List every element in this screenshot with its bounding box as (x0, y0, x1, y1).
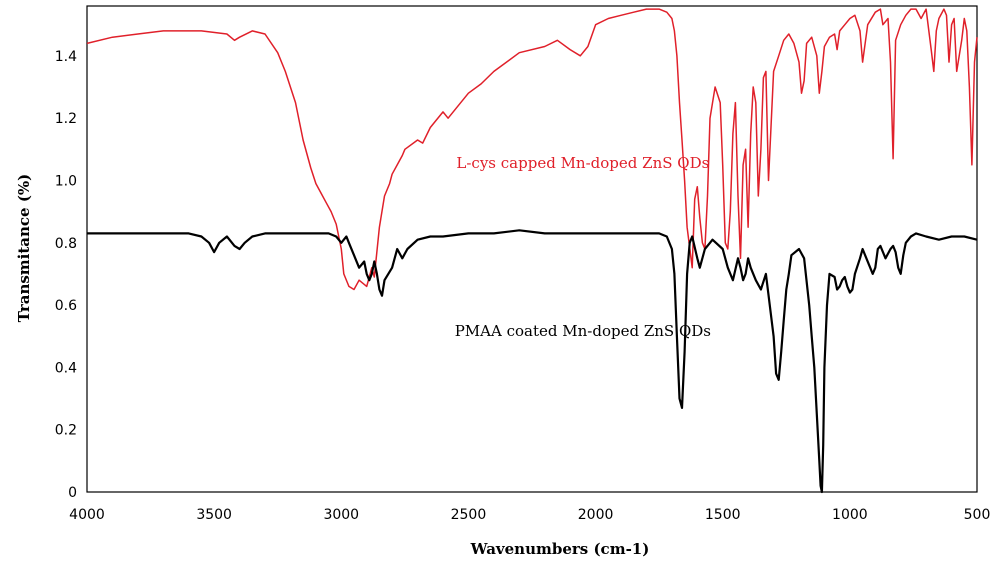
x-tick-label: 2000 (578, 507, 614, 523)
x-tick-label: 2500 (451, 507, 487, 523)
y-tick-label: 0.6 (55, 298, 77, 314)
y-tick-label: 0 (68, 485, 77, 501)
y-tick-label: 0.2 (55, 423, 77, 439)
y-tick-label: 0.8 (55, 236, 77, 252)
x-axis-label: Wavenumbers (cm-1) (470, 540, 650, 558)
y-tick-label: 1.0 (55, 173, 77, 189)
x-tick-label: 1000 (832, 507, 868, 523)
series-line-red (86, 8, 978, 291)
plot-frame (86, 5, 978, 493)
tick-group: 4000 3500 3000 2500 2000 1500 1000 500 0 0.2 0.4 0.… (55, 49, 991, 523)
x-tick-label: 500 (964, 507, 991, 523)
series-annotation: L-cys capped Mn-doped ZnS QDs (456, 154, 709, 172)
series-annotation: PMAA coated Mn-doped ZnS QDs (455, 322, 711, 340)
x-tick-label: 4000 (69, 507, 105, 523)
annotation-group: L-cys capped Mn-doped ZnS QDs PMAA coated… (455, 154, 711, 340)
x-tick-label: 1500 (705, 507, 741, 523)
x-tick-label: 3500 (196, 507, 232, 523)
y-axis-label: Transmitance (%) (15, 174, 33, 323)
y-tick-label: 1.2 (55, 111, 77, 127)
series-group (86, 8, 978, 494)
y-tick-label: 0.4 (55, 360, 77, 376)
y-tick-label: 1.4 (55, 49, 77, 65)
x-tick-label: 3000 (323, 507, 359, 523)
series-line-black (87, 229, 978, 494)
